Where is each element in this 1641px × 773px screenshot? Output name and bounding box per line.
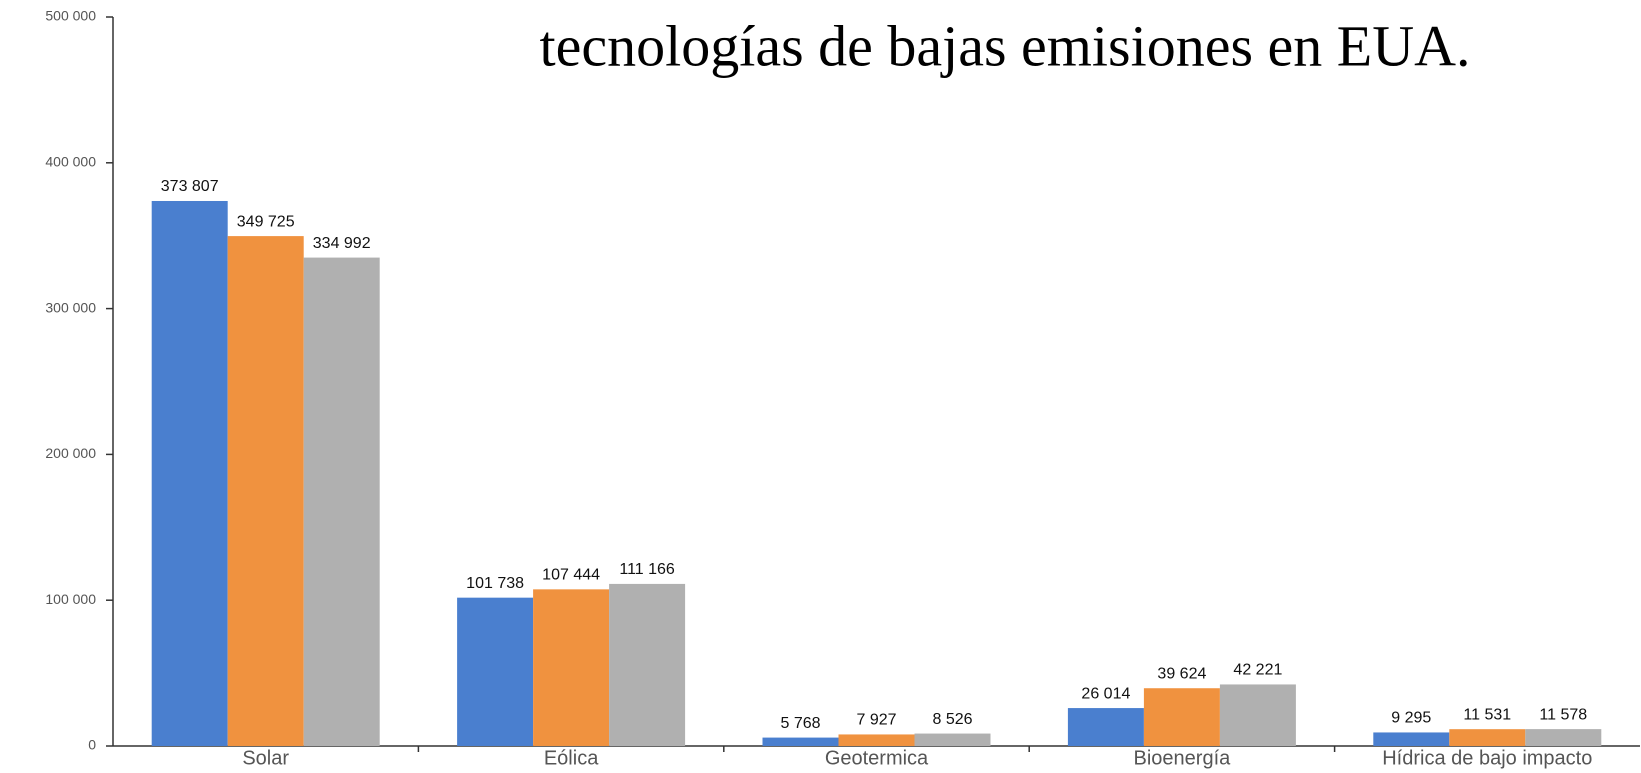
x-tick-label: Solar [242,747,289,769]
value-label: 39 624 [1157,665,1206,682]
y-tick-label: 100 000 [45,591,96,607]
value-label: 26 014 [1081,685,1130,702]
value-label: 349 725 [237,213,295,230]
y-tick-label: 400 000 [45,154,96,170]
chart-title: tecnologías de bajas emisiones en EUA. [540,13,1471,78]
x-tick-label: Hídrica de bajo impacto [1382,747,1592,769]
value-label: 11 531 [1463,706,1511,723]
value-label: 42 221 [1233,662,1282,679]
y-tick-label: 300 000 [45,299,96,315]
bar [151,200,228,747]
x-tick-label: Geotermica [825,747,929,769]
x-tick-label: Bioenergía [1134,747,1232,769]
bar [303,257,380,746]
x-tick-label: Eólica [544,747,599,769]
value-label: 7 927 [856,712,896,729]
y-tick-label: 200 000 [45,445,96,461]
bar [838,734,915,746]
value-label: 334 992 [313,235,371,252]
y-tick-label: 500 000 [45,8,96,24]
value-label: 11 578 [1539,706,1587,723]
bar [1525,729,1602,746]
bar [227,236,304,746]
bar [1067,708,1144,746]
value-label: 107 444 [542,567,600,584]
bar [914,733,991,746]
bar [609,583,686,746]
value-label: 101 738 [466,575,524,592]
bar [457,597,534,746]
bar [1373,732,1450,746]
value-label: 8 526 [932,711,972,728]
value-label: 111 166 [619,561,675,578]
bar [1143,688,1220,746]
bar [533,589,610,746]
y-tick-label: 0 [88,737,96,753]
bar [1219,684,1296,746]
value-label: 373 807 [161,178,219,195]
value-label: 5 768 [780,715,820,732]
value-label: 9 295 [1391,710,1431,727]
bar [762,737,839,746]
bar [1449,729,1526,746]
